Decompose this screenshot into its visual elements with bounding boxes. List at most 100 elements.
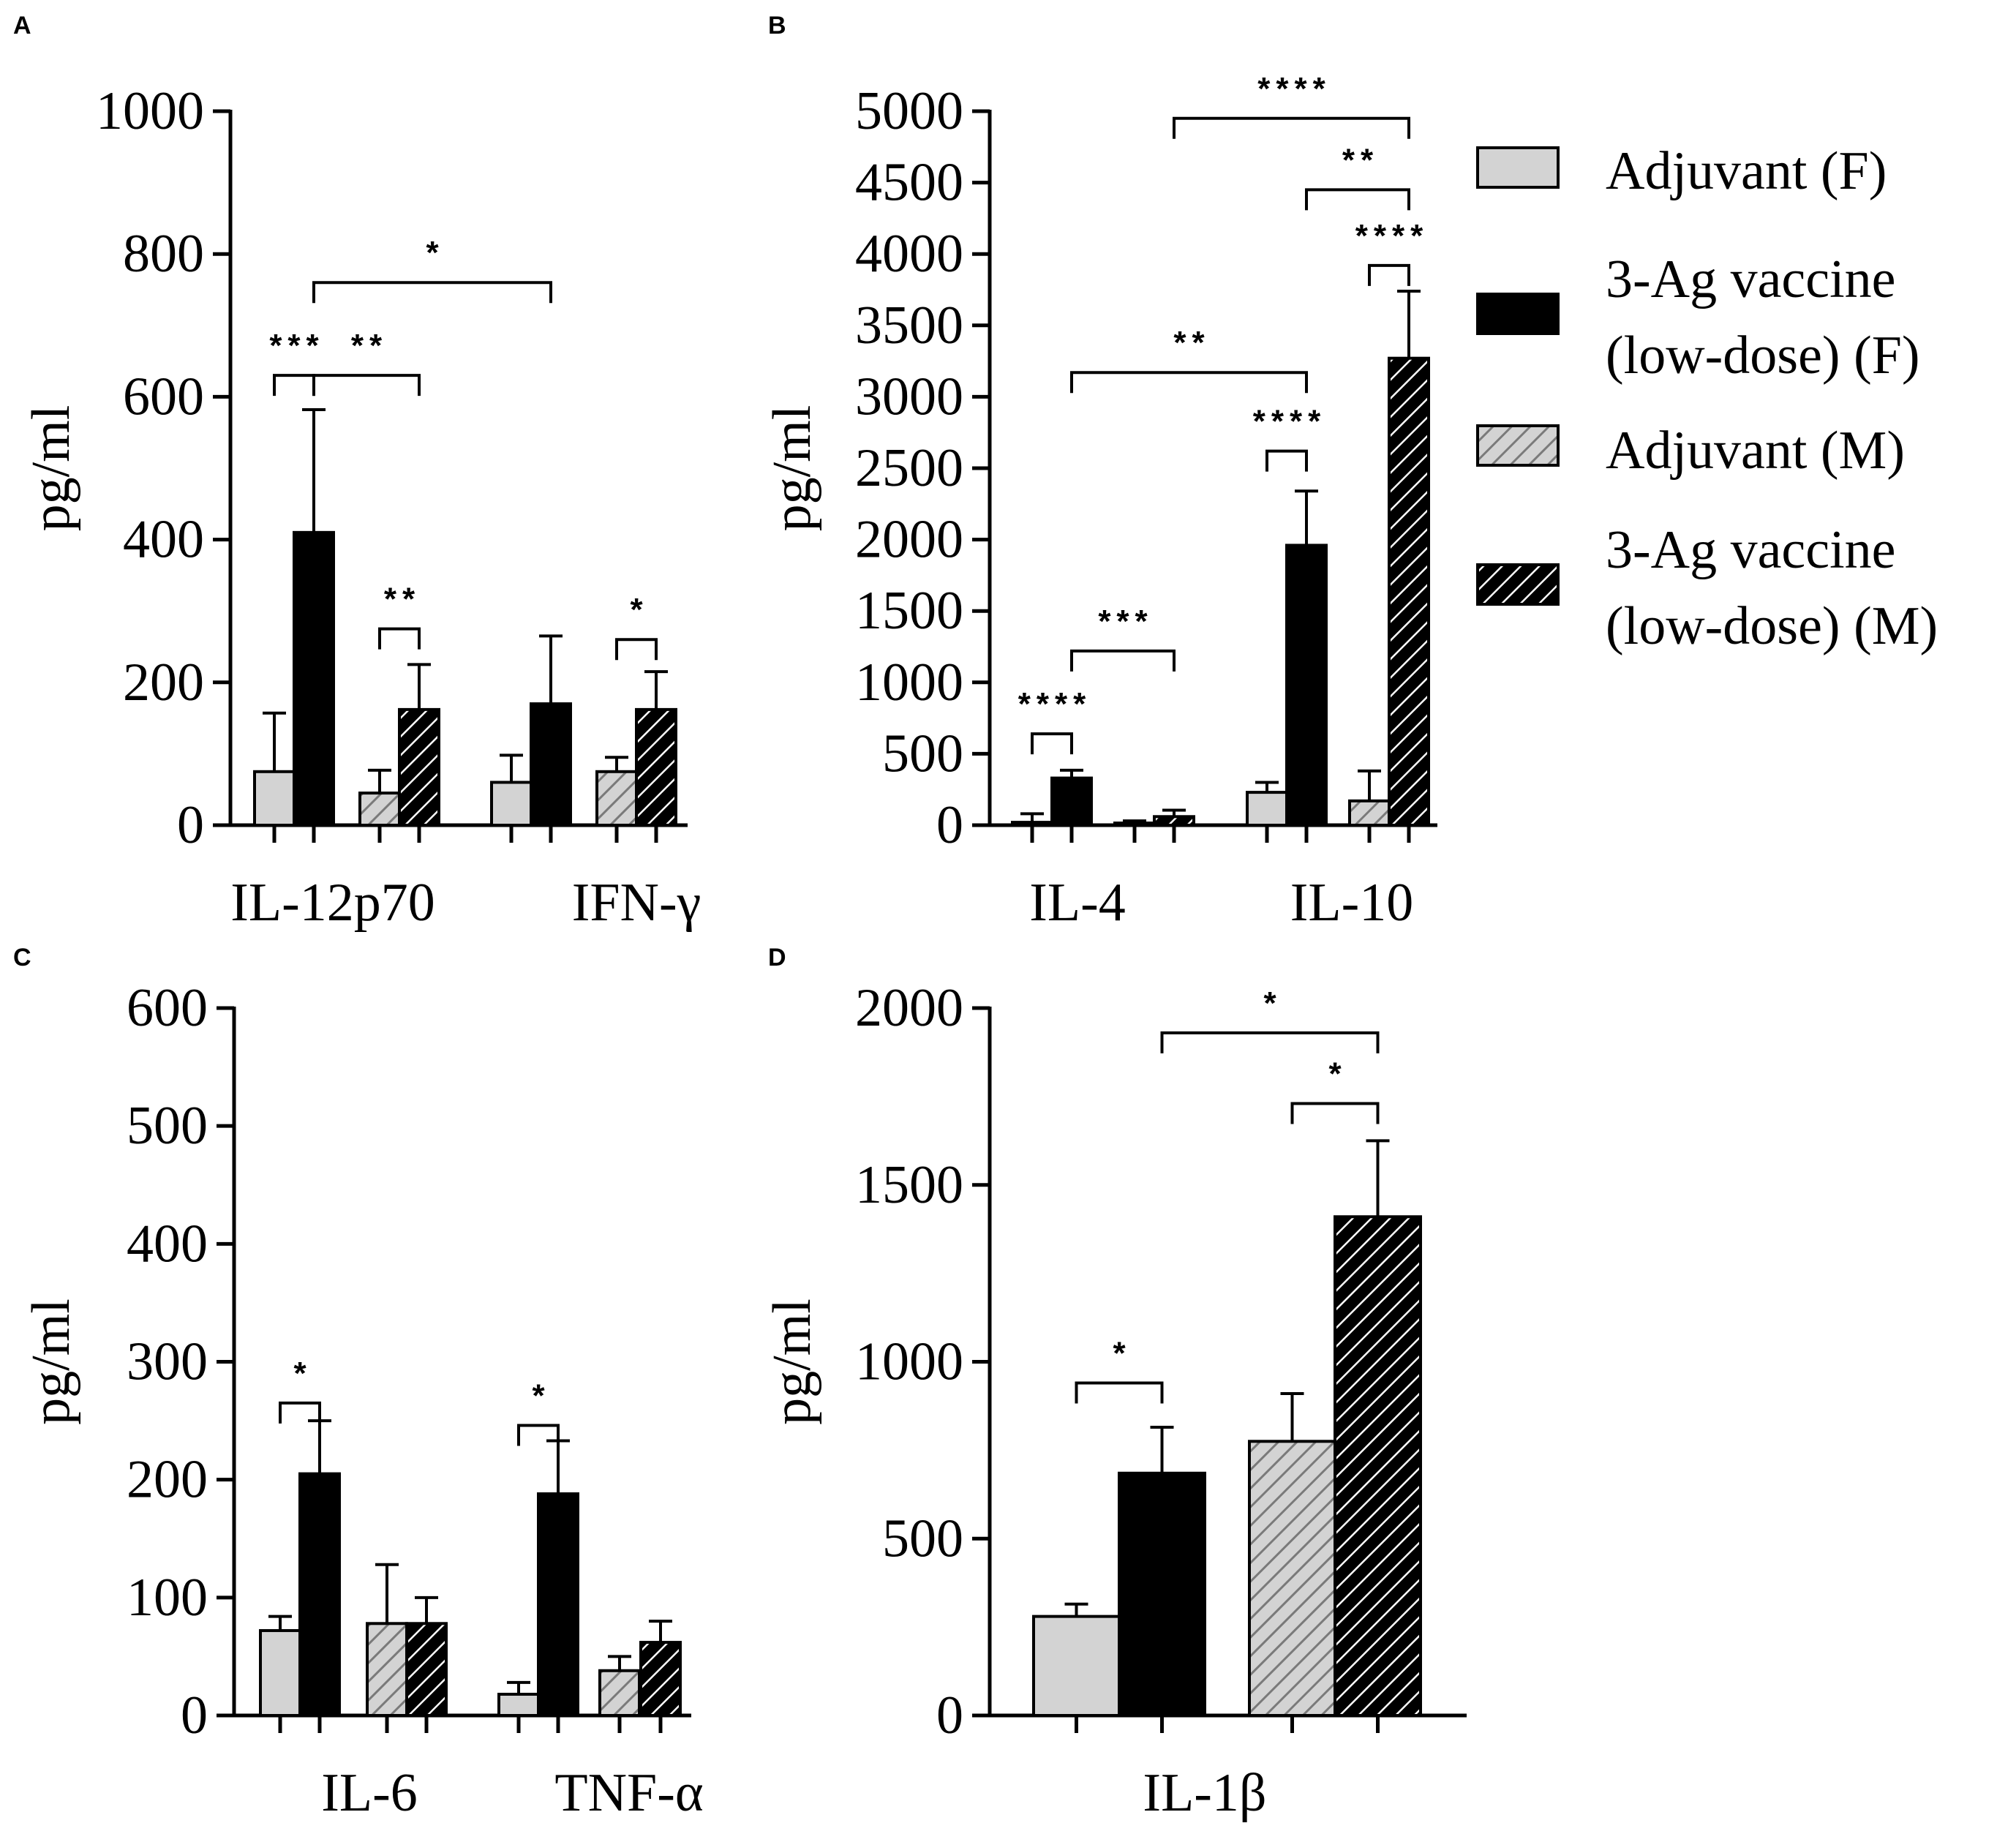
panel-d: D 0 500 1000 1500 2000 pg/ml IL-1β * * * bbox=[762, 944, 1467, 1823]
y-tick-label: 500 bbox=[882, 1508, 963, 1568]
x-category-label: IL-6 bbox=[321, 1763, 418, 1823]
significance-bracket bbox=[1160, 1031, 1380, 1053]
panel-letter: C bbox=[13, 944, 31, 971]
y-tick-label: 500 bbox=[882, 723, 963, 783]
significance-bracket bbox=[1070, 649, 1176, 672]
legend: Adjuvant (F) 3-Ag vaccine (low-dose) (F) Ad… bbox=[1476, 141, 1938, 656]
y-tick-label: 400 bbox=[123, 510, 204, 570]
y-tick-label: 2000 bbox=[855, 510, 963, 570]
significance-label: ** bbox=[351, 328, 388, 364]
panel-c: C 0 100 200 300 400 500 600 pg/ml IL-6 TNF-α * * bbox=[13, 944, 704, 1823]
y-tick-label: 3500 bbox=[855, 296, 963, 356]
y-tick-label: 1000 bbox=[96, 81, 204, 141]
significance-bracket bbox=[1075, 1381, 1164, 1404]
x-category-label: IL-4 bbox=[1029, 873, 1126, 933]
y-tick-label: 200 bbox=[123, 653, 204, 713]
bar-vaccine_m bbox=[398, 707, 440, 827]
legend-label: (low-dose) (M) bbox=[1606, 596, 1938, 656]
y-tick-label: 1000 bbox=[855, 653, 963, 713]
bar-vaccine_m bbox=[1153, 815, 1195, 827]
bar-vaccine_m bbox=[1334, 1215, 1422, 1717]
y-tick-label: 300 bbox=[127, 1332, 208, 1392]
y-tick-label: 100 bbox=[127, 1568, 208, 1628]
significance-bracket bbox=[273, 374, 315, 396]
legend-swatch-adjuvant_m bbox=[1476, 424, 1560, 467]
y-tick-label: 600 bbox=[127, 978, 208, 1038]
bar-vaccine_m bbox=[635, 707, 677, 827]
significance-bracket bbox=[312, 281, 552, 304]
y-tick-label: 1500 bbox=[855, 1155, 963, 1215]
y-tick-label: 0 bbox=[181, 1685, 208, 1745]
significance-bracket bbox=[1305, 188, 1410, 211]
bar-vaccine_f bbox=[1050, 776, 1093, 827]
legend-swatch-vaccine_f bbox=[1476, 293, 1560, 335]
bar-adjuvant_m bbox=[1248, 1440, 1336, 1717]
y-tick-label: 400 bbox=[127, 1214, 208, 1274]
significance-label: ** bbox=[1173, 325, 1210, 361]
panel-letter: D bbox=[768, 944, 786, 971]
bar-vaccine_f bbox=[537, 1492, 579, 1718]
y-tick-label: 2000 bbox=[855, 978, 963, 1038]
significance-label: *** bbox=[1098, 604, 1153, 639]
y-axis-title: pg/ml bbox=[21, 405, 81, 532]
bar-vaccine_f bbox=[530, 702, 572, 827]
bar-vaccine_m bbox=[639, 1641, 682, 1717]
significance-bracket bbox=[1265, 449, 1308, 472]
significance-label: * bbox=[1328, 1056, 1347, 1092]
bar-adjuvant_f bbox=[259, 1628, 301, 1717]
bar-vaccine_f bbox=[1285, 544, 1328, 827]
significance-label: * bbox=[630, 592, 648, 628]
legend-label: 3-Ag vaccine bbox=[1606, 520, 1896, 580]
significance-label: * bbox=[532, 1378, 550, 1414]
bar-vaccine_f bbox=[293, 530, 335, 827]
bar-adjuvant_m bbox=[366, 1622, 408, 1718]
significance-bracket bbox=[615, 638, 658, 661]
x-category-label: IL-10 bbox=[1290, 873, 1414, 933]
significance-label: **** bbox=[1018, 686, 1092, 722]
significance-label: *** bbox=[269, 328, 324, 364]
bar-adjuvant_f bbox=[490, 781, 533, 827]
y-tick-label: 4000 bbox=[855, 224, 963, 284]
bar-adjuvant_f bbox=[1246, 791, 1288, 827]
legend-label: 3-Ag vaccine bbox=[1606, 249, 1896, 309]
bar-adjuvant_f bbox=[497, 1692, 540, 1717]
panel-letter: A bbox=[13, 12, 31, 40]
y-axis-title: pg/ml bbox=[762, 405, 822, 532]
significance-label: * bbox=[293, 1356, 312, 1391]
legend-label: (low-dose) (F) bbox=[1606, 326, 1920, 386]
significance-label: * bbox=[1113, 1336, 1131, 1372]
y-tick-label: 0 bbox=[936, 1685, 963, 1745]
significance-label: ** bbox=[384, 582, 421, 617]
panel-b: B 0 500 1000 1500 2000 2500 3000 3500 4000 4500 500… bbox=[762, 12, 1437, 933]
bar-adjuvant_m bbox=[358, 792, 401, 827]
significance-label: **** bbox=[1253, 404, 1327, 440]
legend-label: Adjuvant (M) bbox=[1606, 421, 1905, 481]
bar-adjuvant_f bbox=[253, 770, 296, 827]
y-tick-label: 200 bbox=[127, 1450, 208, 1510]
x-category-label: IL-12p70 bbox=[230, 873, 435, 933]
bar-adjuvant_m bbox=[1113, 822, 1156, 827]
bar-vaccine_m bbox=[1388, 356, 1430, 827]
y-tick-label: 800 bbox=[123, 224, 204, 284]
legend-label: Adjuvant (F) bbox=[1606, 141, 1887, 201]
bar-adjuvant_m bbox=[1348, 799, 1391, 827]
significance-label: * bbox=[1263, 985, 1282, 1021]
significance-bracket bbox=[312, 374, 421, 396]
bar-adjuvant_f bbox=[1032, 1615, 1121, 1718]
bar-vaccine_f bbox=[298, 1472, 341, 1717]
y-axis-title: pg/ml bbox=[21, 1298, 81, 1425]
bar-vaccine_m bbox=[405, 1622, 448, 1718]
y-tick-label: 0 bbox=[936, 795, 963, 855]
significance-bracket bbox=[1368, 263, 1410, 286]
y-tick-label: 1500 bbox=[855, 581, 963, 641]
x-category-label: IL-1β bbox=[1143, 1763, 1266, 1823]
y-axis-title: pg/ml bbox=[762, 1298, 822, 1425]
significance-label: ** bbox=[1342, 142, 1379, 178]
significance-bracket bbox=[1173, 116, 1410, 139]
y-tick-label: 0 bbox=[177, 795, 204, 855]
significance-bracket bbox=[1031, 732, 1073, 755]
y-tick-label: 3000 bbox=[855, 367, 963, 426]
